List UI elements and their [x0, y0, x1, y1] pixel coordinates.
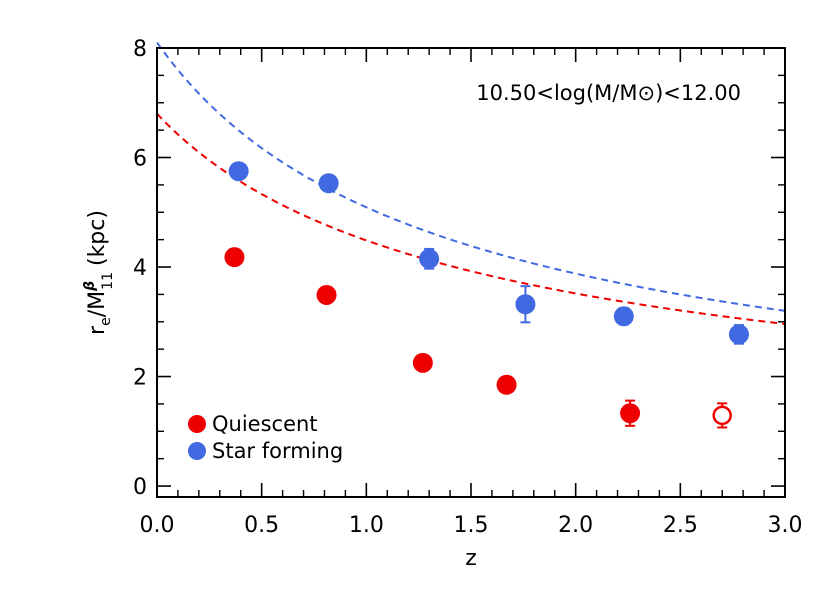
data-point-star-forming	[228, 161, 249, 182]
legend-marker-star-forming	[188, 442, 206, 460]
x-tick-label: 0.5	[244, 513, 279, 538]
legend-label-quiescent: Quiescent	[212, 412, 318, 436]
x-axis-title: z	[465, 546, 477, 571]
data-point-star-forming	[419, 248, 440, 269]
y-axis-title: re/Mβ 11 (kpc)	[82, 210, 116, 335]
y-tick-label: 4	[133, 256, 147, 281]
y-axis-title-r: r	[85, 325, 110, 335]
data-point-quiescent	[316, 284, 337, 305]
data-point-star-forming	[515, 294, 536, 315]
x-tick-label: 1.5	[454, 513, 489, 538]
legend-label-star-forming: Star forming	[212, 439, 343, 463]
x-tick-label: 3.0	[768, 513, 803, 538]
data-point-quiescent	[620, 403, 641, 424]
fit-curve-quiescent	[156, 113, 786, 325]
y-axis-title-unit: (kpc)	[85, 210, 110, 266]
y-axis-title-sub-11: 11	[100, 272, 116, 290]
x-tick-label: 0.0	[140, 513, 175, 538]
y-tick-label: 6	[133, 147, 147, 172]
y-axis-title-mass: /M	[85, 291, 110, 317]
data-point-quiescent	[412, 352, 433, 373]
y-tick-label: 0	[133, 475, 147, 500]
data-point-quiescent	[712, 405, 732, 426]
legend-marker-quiescent	[188, 415, 206, 433]
x-tick-label: 2.5	[663, 513, 698, 538]
data-point-quiescent	[224, 247, 245, 268]
y-tick-label: 8	[133, 37, 147, 62]
fit-curve-star-forming	[156, 41, 786, 312]
fit-curves	[156, 41, 786, 325]
legend: Quiescent Star forming	[188, 412, 343, 463]
y-axis-title-sup-beta: β	[82, 281, 98, 292]
x-tick-label: 2.0	[558, 513, 593, 538]
data-point-star-forming	[318, 173, 339, 194]
data-point-quiescent	[496, 374, 517, 395]
y-axis-title-sub-e: e	[98, 317, 114, 326]
mass-range-annotation: 10.50<log(M/M⊙)<12.00	[476, 81, 741, 105]
y-tick-label: 2	[133, 366, 147, 391]
data-point-star-forming	[613, 306, 634, 327]
data-points	[224, 161, 749, 429]
axis-ticks: 0.0 0.5 1.0 1.5 2.0 2.5 3.0 0 2 4 6 8	[133, 37, 803, 538]
x-tick-label: 1.0	[349, 513, 384, 538]
data-point-star-forming	[728, 324, 749, 345]
